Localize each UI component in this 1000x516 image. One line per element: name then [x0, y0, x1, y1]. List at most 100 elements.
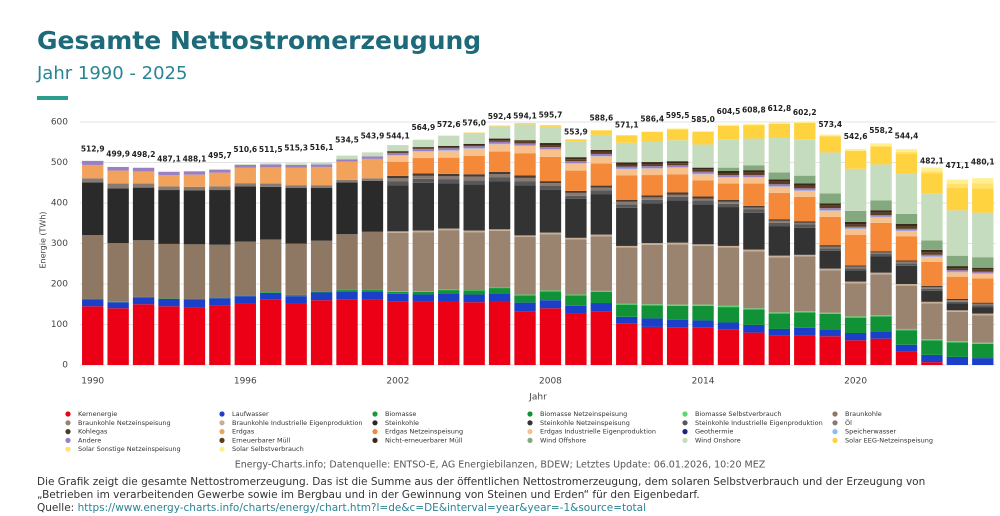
legend-label: Erdgas	[232, 428, 255, 436]
bar-segment	[972, 315, 994, 343]
bar-segment	[616, 164, 638, 167]
bar-segment	[844, 228, 867, 235]
bar-segment	[183, 186, 206, 191]
bar-segment	[412, 294, 434, 302]
total-label: 558,2	[869, 126, 893, 135]
bar-segment	[946, 310, 969, 312]
bar-segment	[539, 147, 562, 150]
bar-segment	[844, 234, 867, 266]
bar-segment	[107, 166, 129, 171]
bar-segment	[488, 301, 511, 365]
bar-segment	[819, 136, 841, 153]
legend-marker	[372, 437, 378, 443]
y-tick-label: 500	[51, 158, 68, 168]
bar-segment	[158, 190, 180, 244]
bar-segment	[794, 256, 816, 312]
bar-segment	[819, 268, 841, 271]
bar-segment	[438, 147, 460, 149]
source-note: Energy-Charts.info; Datenquelle: ENTSO-E…	[235, 460, 766, 471]
bar-segment	[666, 319, 689, 328]
bar-segment	[844, 283, 867, 317]
bar-segment	[260, 183, 282, 187]
bar-segment	[641, 304, 663, 306]
total-label: 499,9	[106, 150, 130, 159]
bar-segment	[946, 300, 969, 302]
bar-segment	[743, 212, 765, 250]
bar-segment	[794, 254, 816, 257]
bar-segment	[387, 291, 409, 294]
y-tick-label: 600	[51, 118, 68, 128]
legend-marker	[682, 411, 688, 417]
bar-segment	[895, 152, 918, 154]
bar-segment	[819, 246, 841, 249]
bar-segment	[412, 182, 434, 231]
bar-segment	[209, 190, 231, 245]
bar-segment	[488, 230, 511, 288]
bar-segment	[692, 174, 714, 181]
bar-segment	[870, 315, 892, 317]
bar-segment	[361, 299, 384, 365]
total-label: 564,9	[411, 123, 435, 132]
bar-segment	[488, 138, 511, 141]
bar-segment	[82, 182, 104, 235]
bar-segment	[412, 158, 434, 174]
source-link[interactable]: https://www.energy-charts.info/charts/en…	[77, 502, 646, 514]
bar-segment	[768, 220, 791, 223]
bar-segment	[565, 198, 587, 238]
bar-segment	[819, 329, 841, 337]
bar-segment	[819, 250, 841, 269]
bar-segment	[844, 333, 867, 341]
legend-marker	[65, 411, 71, 417]
bar-segment	[972, 267, 994, 270]
bar-segment	[666, 327, 689, 365]
bar-segment	[768, 222, 791, 227]
bar-segment	[743, 175, 765, 178]
legend-label: Biomasse Selbstverbrauch	[695, 410, 782, 418]
bar-segment	[717, 307, 740, 323]
bar-segment	[412, 230, 434, 233]
bar-segment	[565, 237, 587, 240]
bar-segment	[590, 156, 613, 164]
bar-segment	[819, 336, 841, 365]
bar-segment	[616, 207, 638, 246]
bar-segment	[743, 123, 765, 126]
bar-segment	[438, 157, 460, 174]
bar-segment	[514, 143, 536, 146]
bar-segment	[336, 291, 358, 300]
total-label: 515,3	[284, 143, 308, 152]
bar-segment	[412, 173, 434, 176]
bar-segment	[412, 151, 434, 159]
bar-segment	[539, 300, 562, 309]
bar-segment	[132, 171, 155, 184]
bar-segment	[946, 311, 969, 342]
bar-segment	[590, 311, 613, 365]
bar-segment	[158, 298, 180, 307]
bar-segment	[743, 170, 765, 173]
bar-segment	[463, 156, 485, 175]
bar-segment	[387, 185, 409, 232]
bar-segment	[972, 307, 994, 314]
bar-segment	[768, 257, 791, 313]
bar-segment	[870, 316, 892, 332]
bar-segment	[412, 291, 434, 295]
bar-segment	[183, 244, 206, 299]
total-label: 544,1	[386, 132, 410, 141]
bar-segment	[438, 228, 460, 231]
x-tick-label: 2008	[539, 377, 562, 387]
legend-marker	[219, 446, 225, 452]
bar-segment	[234, 303, 256, 365]
bar-segment	[132, 297, 155, 305]
bar-segment	[870, 331, 892, 339]
bar-segment	[692, 304, 714, 306]
bar-segment	[895, 226, 918, 229]
bar-segment	[412, 147, 434, 149]
bar-segment	[438, 230, 460, 290]
bar-segment	[921, 254, 943, 257]
bar-segment	[895, 284, 918, 286]
bar-segment	[158, 243, 180, 299]
bar-segment	[794, 222, 816, 225]
bar-segment	[209, 169, 231, 173]
bar-segment	[539, 149, 562, 157]
bar-segment	[768, 137, 791, 173]
bar-segment	[590, 151, 613, 154]
